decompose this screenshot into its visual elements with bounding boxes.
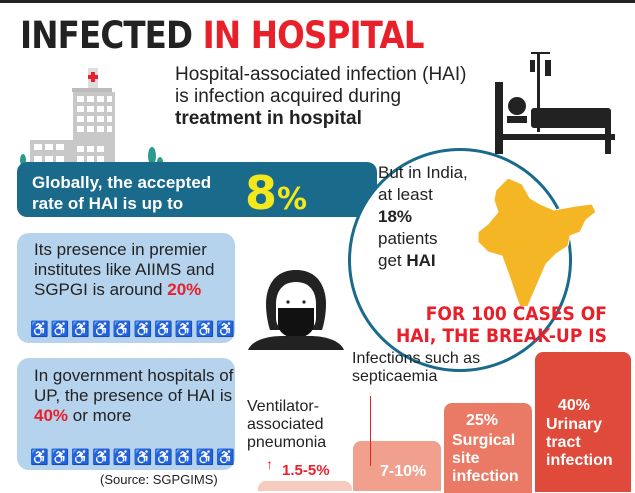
government-value: 40% (34, 406, 69, 425)
bar-septicaemia (353, 441, 441, 491)
wheelchair-patient-icon: ♿ (112, 321, 132, 338)
breakup-title: FOR 100 CASES OF HAI, THE BREAK-UP IS (395, 303, 607, 347)
title-part1: INFECTED (20, 14, 193, 57)
wheelchair-patient-icon: ♿ (50, 321, 70, 338)
india-bold: HAI (406, 251, 436, 270)
india-line1: But in India, at least (378, 163, 468, 204)
wheelchair-patient-icon: ♿ (195, 321, 215, 338)
premier-patient-icons: ♿ ♿ ♿ ♿ ♿ ♿ ♿ ♿ ♿ ♿ (30, 320, 237, 338)
wheelchair-patient-icon: ♿ (174, 449, 194, 466)
india-value: 18% (378, 207, 413, 226)
wheelchair-patient-icon: ♿ (195, 449, 215, 466)
global-rate-value: 8% (245, 166, 307, 220)
top-rule (0, 0, 635, 3)
masked-person-icon (248, 270, 344, 350)
global-rate-text: Globally, the accepted rate of HAI is up… (32, 173, 212, 213)
wheelchair-patient-icon: ♿ (50, 449, 70, 466)
septicaemia-pointer (370, 396, 371, 466)
india-line3: get (378, 251, 402, 270)
india-text: But in India, at least 18% patients get … (378, 162, 478, 272)
ventilator-value: 1.5-5% (282, 462, 330, 479)
premier-value: 20% (167, 280, 202, 299)
hospital-building-icon (20, 68, 163, 168)
intro-body: Hospital-associated infection (HAI) is i… (175, 64, 467, 107)
wheelchair-patient-icon: ♿ (92, 321, 111, 338)
india-map-icon (478, 177, 597, 306)
urinary-value: 40% (558, 397, 591, 414)
global-value-unit: % (277, 182, 308, 217)
global-value-number: 8 (245, 166, 278, 220)
septicaemia-value: 7-10% (380, 463, 427, 480)
government-patient-icons: ♿ ♿ ♿ ♿ ♿ ♿ ♿ ♿ ♿ ♿ (30, 448, 237, 466)
india-line2: patients (378, 229, 438, 248)
surgical-value: 25% (466, 412, 499, 429)
wheelchair-patient-icon: ♿ (92, 449, 111, 466)
wheelchair-patient-icon: ♿ (71, 449, 90, 466)
premier-institutes-box (17, 233, 235, 343)
premier-text: Its presence in premier institutes like … (34, 240, 234, 300)
government-hospitals-box (17, 358, 235, 470)
bar-ventilator (258, 481, 352, 491)
intro-bold: treatment in hospital (175, 108, 362, 129)
page-title: INFECTED IN HOSPITAL (20, 14, 425, 57)
government-text: In government hospitals of UP, the prese… (34, 366, 234, 426)
wheelchair-patient-icon: ♿ (216, 321, 235, 338)
source-note: (Source: SGPGIMS) (100, 472, 218, 487)
wheelchair-patient-icon: ♿ (216, 449, 235, 466)
bar-surgical (444, 403, 532, 493)
wheelchair-patient-icon: ♿ (30, 321, 49, 338)
wheelchair-patient-icon: ♿ (112, 449, 132, 466)
surgical-label: Surgical site infection (452, 432, 519, 485)
global-rate-banner (17, 162, 377, 217)
wheelchair-patient-icon: ♿ (154, 321, 173, 338)
government-suffix: or more (72, 406, 132, 425)
wheelchair-patient-icon: ♿ (133, 449, 152, 466)
urinary-label: Urinary tract infection (546, 416, 613, 469)
intro-text: Hospital-associated infection (HAI) is i… (175, 64, 475, 130)
septicaemia-label: Infections such as septicaemia (352, 350, 481, 385)
bar-urinary (535, 352, 631, 492)
ventilator-label: Ventilator-associated pneumonia (247, 398, 327, 451)
wheelchair-patient-icon: ♿ (133, 321, 152, 338)
wheelchair-patient-icon: ♿ (71, 321, 90, 338)
title-part2: IN HOSPITAL (202, 14, 425, 57)
wheelchair-patient-icon: ♿ (30, 449, 49, 466)
premier-body: Its presence in premier institutes like … (34, 240, 215, 299)
wheelchair-patient-icon: ♿ (154, 449, 173, 466)
wheelchair-patient-icon: ♿ (174, 321, 194, 338)
government-body: In government hospitals of UP, the prese… (34, 366, 234, 405)
hospital-bed-icon (495, 52, 615, 154)
